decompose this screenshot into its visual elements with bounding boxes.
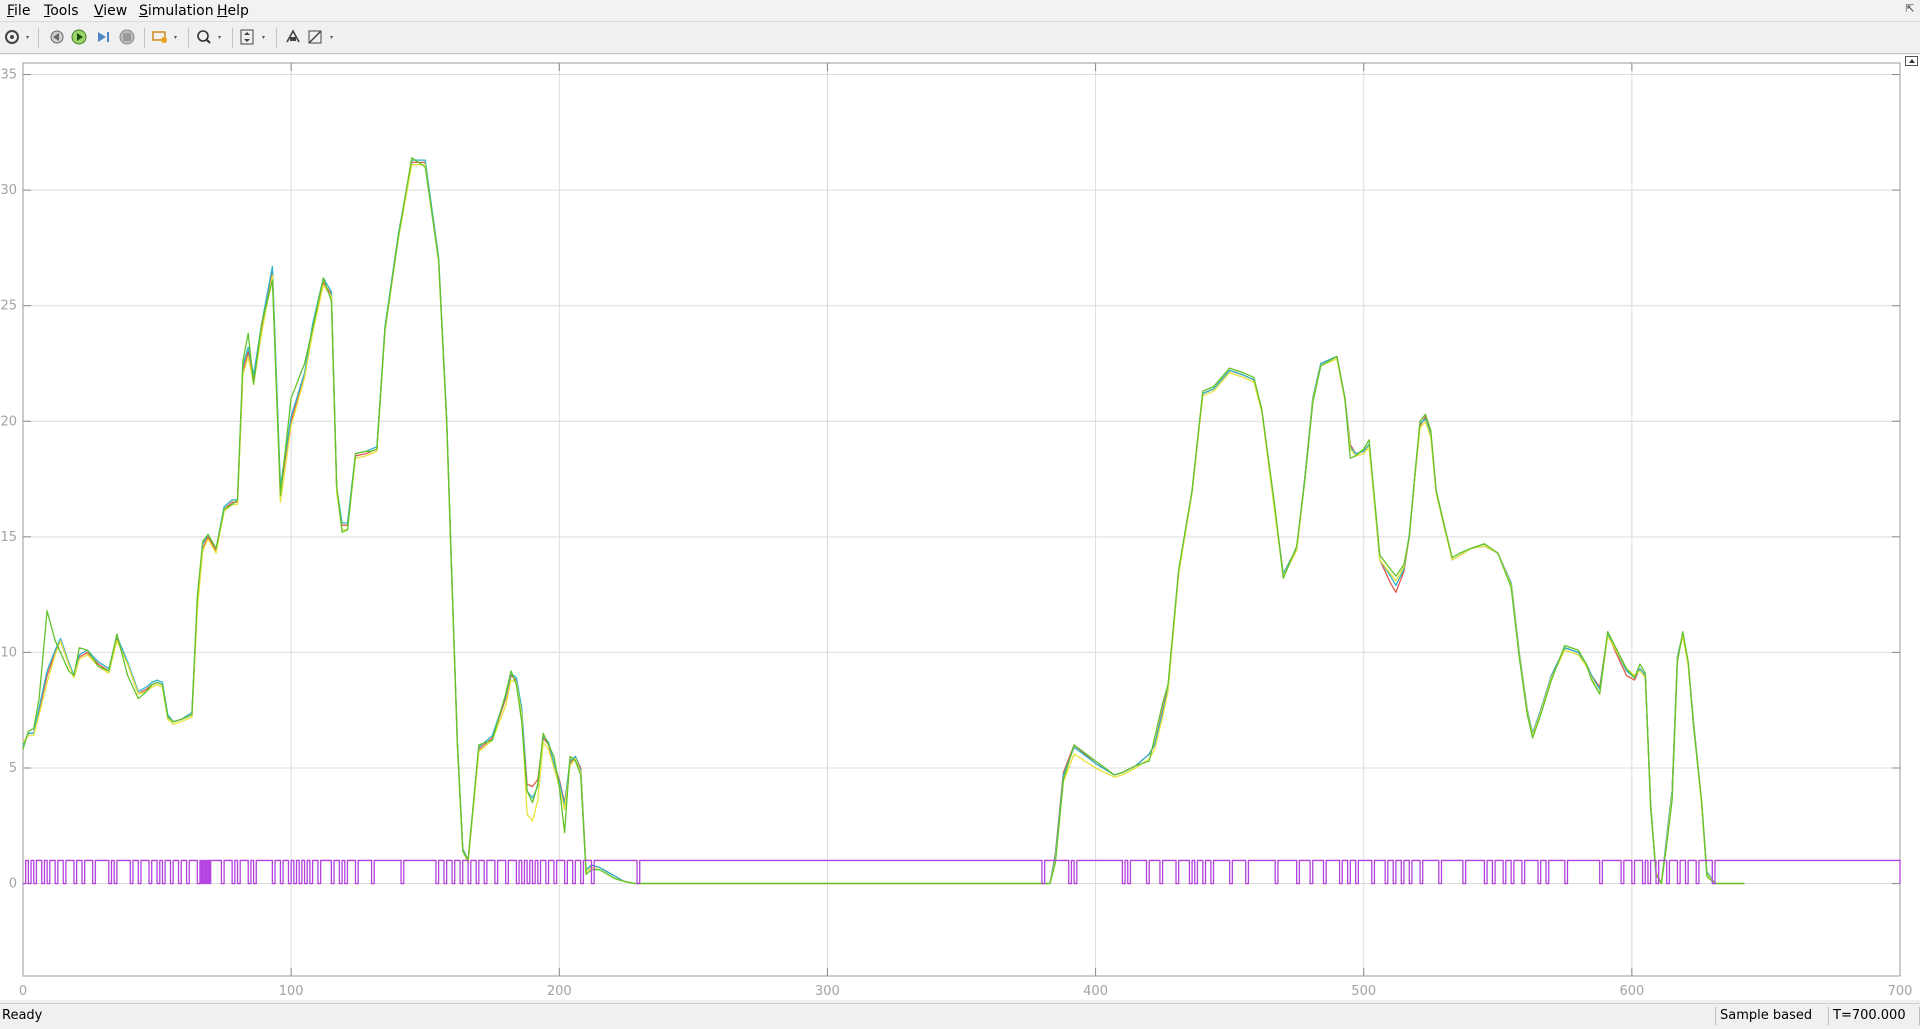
menu-simulation[interactable]: Simulation [139,3,214,19]
menu-view[interactable]: View [94,3,128,19]
highlight-block-button[interactable] [150,27,182,47]
scope-chart[interactable]: 0 100 200 300 400 500 600 700 0 5 10 15 20 25 30 35 [0,55,1920,1000]
y-tick-label: 5 [9,761,17,776]
cursor-measure-button[interactable] [306,27,338,47]
series-line-0 [22,161,1745,885]
y-tick-label: 20 [0,414,17,429]
x-tick-label: 700 [1888,984,1913,999]
y-tick-label: 15 [0,530,17,545]
menu-tools[interactable]: Tools [44,3,79,19]
sampling-mode: Sample based [1715,1007,1829,1025]
run-button[interactable] [68,27,90,47]
series-line-2 [22,164,1745,885]
series-line-3 [22,157,1745,885]
simulation-time: T=700.000 [1829,1007,1920,1025]
x-tick-label: 500 [1351,984,1376,999]
step-back-button[interactable] [45,27,67,47]
y-tick-label: 35 [0,68,17,83]
restore-layout-button[interactable] [282,27,304,47]
stop-button[interactable] [116,27,138,47]
status-bar: Ready Sample based T=700.000 [0,1003,1920,1029]
series-line-4 [23,859,1901,885]
toolbar [0,22,1920,54]
x-tick-label: 100 [279,984,304,999]
status-text: Ready [2,1008,43,1023]
y-tick-label: 30 [0,183,17,198]
y-tick-label: 0 [9,877,17,892]
autoscale-icon [240,29,265,45]
y-tick-label: 25 [0,299,17,314]
step-forward-button[interactable] [92,27,114,47]
step-back-icon [50,30,64,44]
zoom-button[interactable] [194,27,226,47]
series-line-1 [22,159,1745,885]
expand-plot-button[interactable] [1905,56,1918,66]
axes-box [22,62,1901,977]
scope-plot-area: 0 100 200 300 400 500 600 700 0 5 10 15 20 25 30 35 [0,55,1920,1000]
undock-icon[interactable]: ⇱ [1905,2,1915,15]
run-icon [71,29,87,45]
x-tick-label: 200 [547,984,572,999]
highlight-block-icon [152,31,177,43]
settings-button[interactable] [2,27,32,47]
cursor-measure-icon [308,30,333,44]
zoom-icon [197,30,221,44]
menu-file[interactable]: File [7,3,31,19]
stop-icon [119,29,135,45]
x-tick-label: 300 [815,984,840,999]
settings-icon [5,30,29,44]
autoscale-button[interactable] [238,27,270,47]
x-tick-label: 400 [1083,984,1108,999]
menu-bar: File Tools View Simulation Help ⇱ [0,0,1920,22]
step-forward-icon [98,32,109,42]
restore-layout-icon [286,29,300,43]
x-tick-label: 600 [1619,984,1644,999]
x-tick-label: 0 [19,984,27,999]
menu-help[interactable]: Help [217,3,249,19]
y-tick-label: 10 [0,645,17,660]
